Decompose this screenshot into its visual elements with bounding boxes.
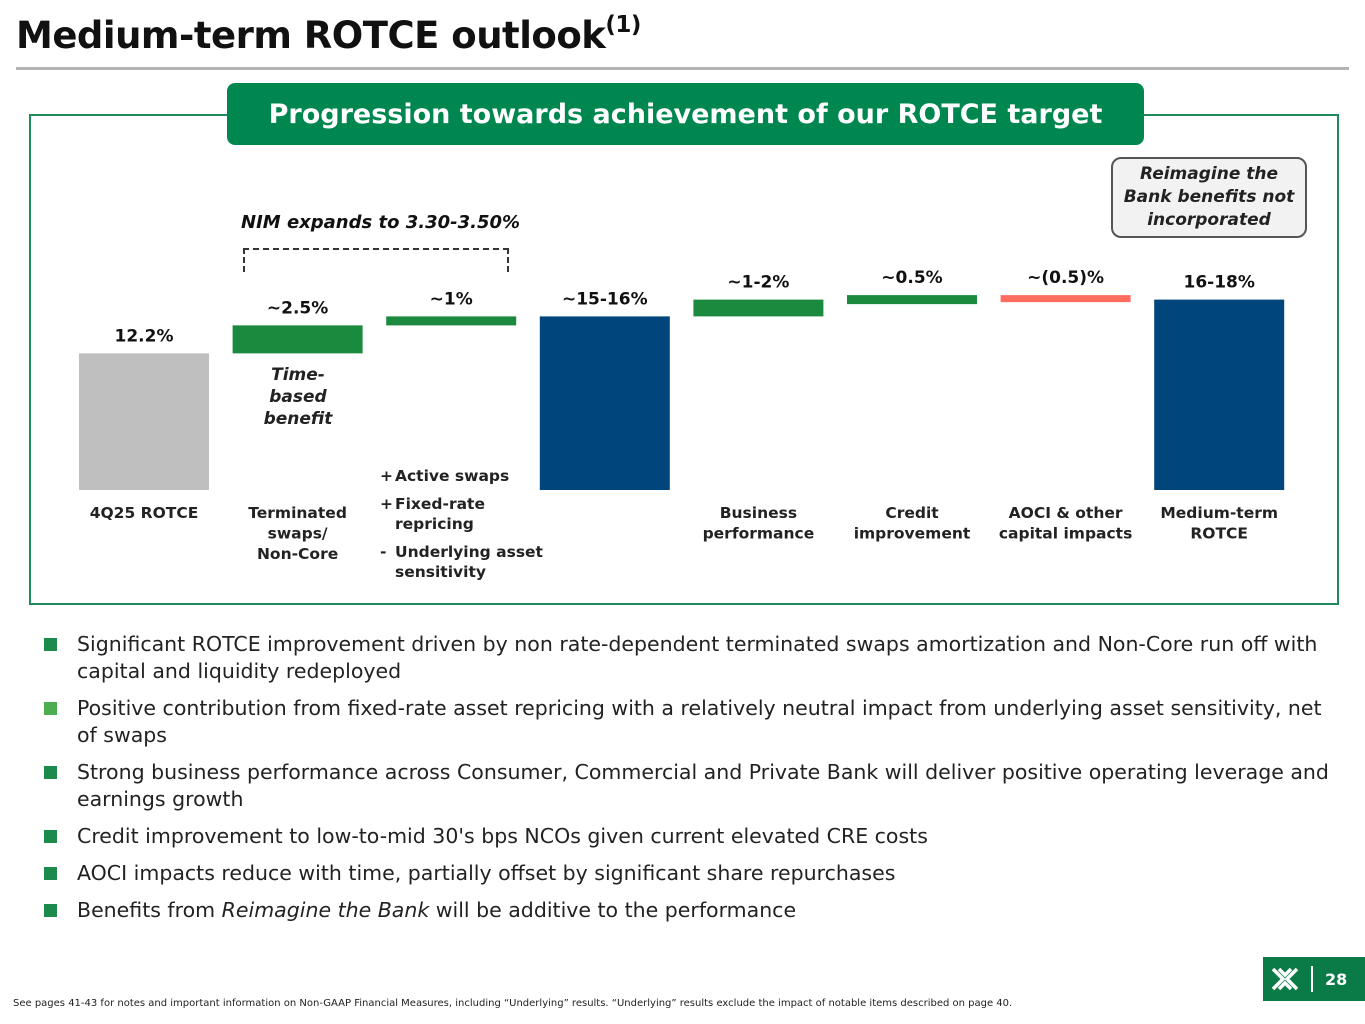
category-label-7: Medium-term <box>1160 504 1278 522</box>
citizens-logo-icon <box>1263 957 1307 1001</box>
bullet-square-icon <box>44 904 57 917</box>
nim-driver-item: + Fixed-rate repricing <box>380 494 550 534</box>
nim-drivers-list: + Active swaps + Fixed-rate repricing - Und… <box>380 466 550 590</box>
title-footnote-ref: (1) <box>605 12 641 38</box>
value-label-6: ~(0.5)% <box>1027 268 1104 288</box>
driver-text: Underlying asset sensitivity <box>395 543 543 581</box>
bullet-emphasis: Reimagine the Bank <box>221 898 430 922</box>
bullet-text: Strong business performance across Consu… <box>77 760 1329 811</box>
bullet-square-icon <box>44 830 57 843</box>
driver-sign: - <box>380 543 387 561</box>
bullet-item: Significant ROTCE improvement driven by … <box>44 631 1334 685</box>
driver-text: Active swaps <box>395 467 510 485</box>
category-labels-layer: 4Q25 ROTCE Terminated swaps/Non-Core Busine… <box>90 504 1278 563</box>
bar-4 <box>693 299 824 317</box>
bar-0 <box>79 353 209 490</box>
value-label-0: 12.2% <box>115 326 174 346</box>
bullet-text: will be additive to the performance <box>429 898 797 922</box>
bullet-text: Significant ROTCE improvement driven by … <box>77 632 1318 683</box>
bar-5 <box>847 295 977 305</box>
footnote: See pages 41-43 for notes and important … <box>13 998 1013 1009</box>
value-label-2: ~1% <box>430 289 473 309</box>
logo-separator <box>1311 966 1313 992</box>
bar-2 <box>386 316 517 326</box>
driver-sign: + <box>380 467 393 485</box>
logo-glyph <box>1271 967 1299 991</box>
time-based-benefit-note: Time-based benefit <box>263 365 333 429</box>
category-label-7: ROTCE <box>1190 525 1248 543</box>
nim-bracket <box>243 248 509 272</box>
bullet-square-icon <box>44 867 57 880</box>
bar-6 <box>1000 295 1131 303</box>
bullet-text: Positive contribution from fixed-rate as… <box>77 696 1322 747</box>
driver-text: Fixed-rate repricing <box>395 495 485 533</box>
category-label-5: improvement <box>854 525 971 543</box>
bar-1 <box>232 325 363 354</box>
value-label-4: ~1-2% <box>727 273 789 293</box>
bullet-square-icon <box>44 702 57 715</box>
bar-3 <box>539 316 670 490</box>
bullet-item: Strong business performance across Consu… <box>44 759 1334 813</box>
value-label-3: ~15-16% <box>562 289 648 309</box>
nim-driver-item: + Active swaps <box>380 466 550 486</box>
value-label-1: ~2.5% <box>267 298 328 318</box>
category-label-1: swaps/ <box>268 525 328 543</box>
nim-annotation: NIM expands to 3.30-3.50% <box>241 212 521 233</box>
value-labels-layer: 12.2% ~2.5% ~1% ~15-16% ~1-2% ~0.5% ~(0.5)% 16-… <box>115 268 1255 346</box>
category-label-1: Terminated <box>248 504 347 522</box>
chart-banner: Progression towards achievement of our R… <box>227 83 1144 145</box>
page-number: 28 <box>1325 969 1348 989</box>
brand-footer: 28 <box>1263 957 1365 1001</box>
driver-sign: + <box>380 495 393 513</box>
category-label-6: capital impacts <box>999 525 1132 543</box>
reimagine-note-box: Reimagine the Bank benefits not incorpor… <box>1111 157 1307 238</box>
category-label-5: Credit <box>885 504 939 522</box>
page-title-text: Medium-term ROTCE outlook <box>16 14 606 57</box>
bullet-text: Credit improvement to low-to-mid 30's bp… <box>77 824 928 848</box>
category-label-6: AOCI & other <box>1009 504 1123 522</box>
bullet-text: Benefits from <box>77 898 222 922</box>
value-label-5: ~0.5% <box>881 268 942 288</box>
category-label-0: 4Q25 ROTCE <box>90 504 199 522</box>
bar-7 <box>1154 299 1285 490</box>
bullet-square-icon <box>44 766 57 779</box>
category-label-4: Business <box>720 504 797 522</box>
key-points-list: Significant ROTCE improvement driven by … <box>44 631 1334 934</box>
bullet-item: Positive contribution from fixed-rate as… <box>44 695 1334 749</box>
bullet-item: AOCI impacts reduce with time, partially… <box>44 860 1334 887</box>
category-label-1: Non-Core <box>257 545 338 563</box>
bullet-square-icon <box>44 638 57 651</box>
bullet-item: Credit improvement to low-to-mid 30's bp… <box>44 823 1334 850</box>
bullet-item: Benefits from Reimagine the Bank will be… <box>44 897 1334 924</box>
category-label-4: performance <box>703 525 815 543</box>
title-divider <box>16 67 1349 70</box>
bars-layer <box>79 295 1285 490</box>
page-title: Medium-term ROTCE outlook(1) <box>16 12 641 57</box>
bullet-text: AOCI impacts reduce with time, partially… <box>77 861 896 885</box>
value-label-7: 16-18% <box>1183 273 1254 293</box>
nim-driver-item: - Underlying asset sensitivity <box>380 542 550 582</box>
